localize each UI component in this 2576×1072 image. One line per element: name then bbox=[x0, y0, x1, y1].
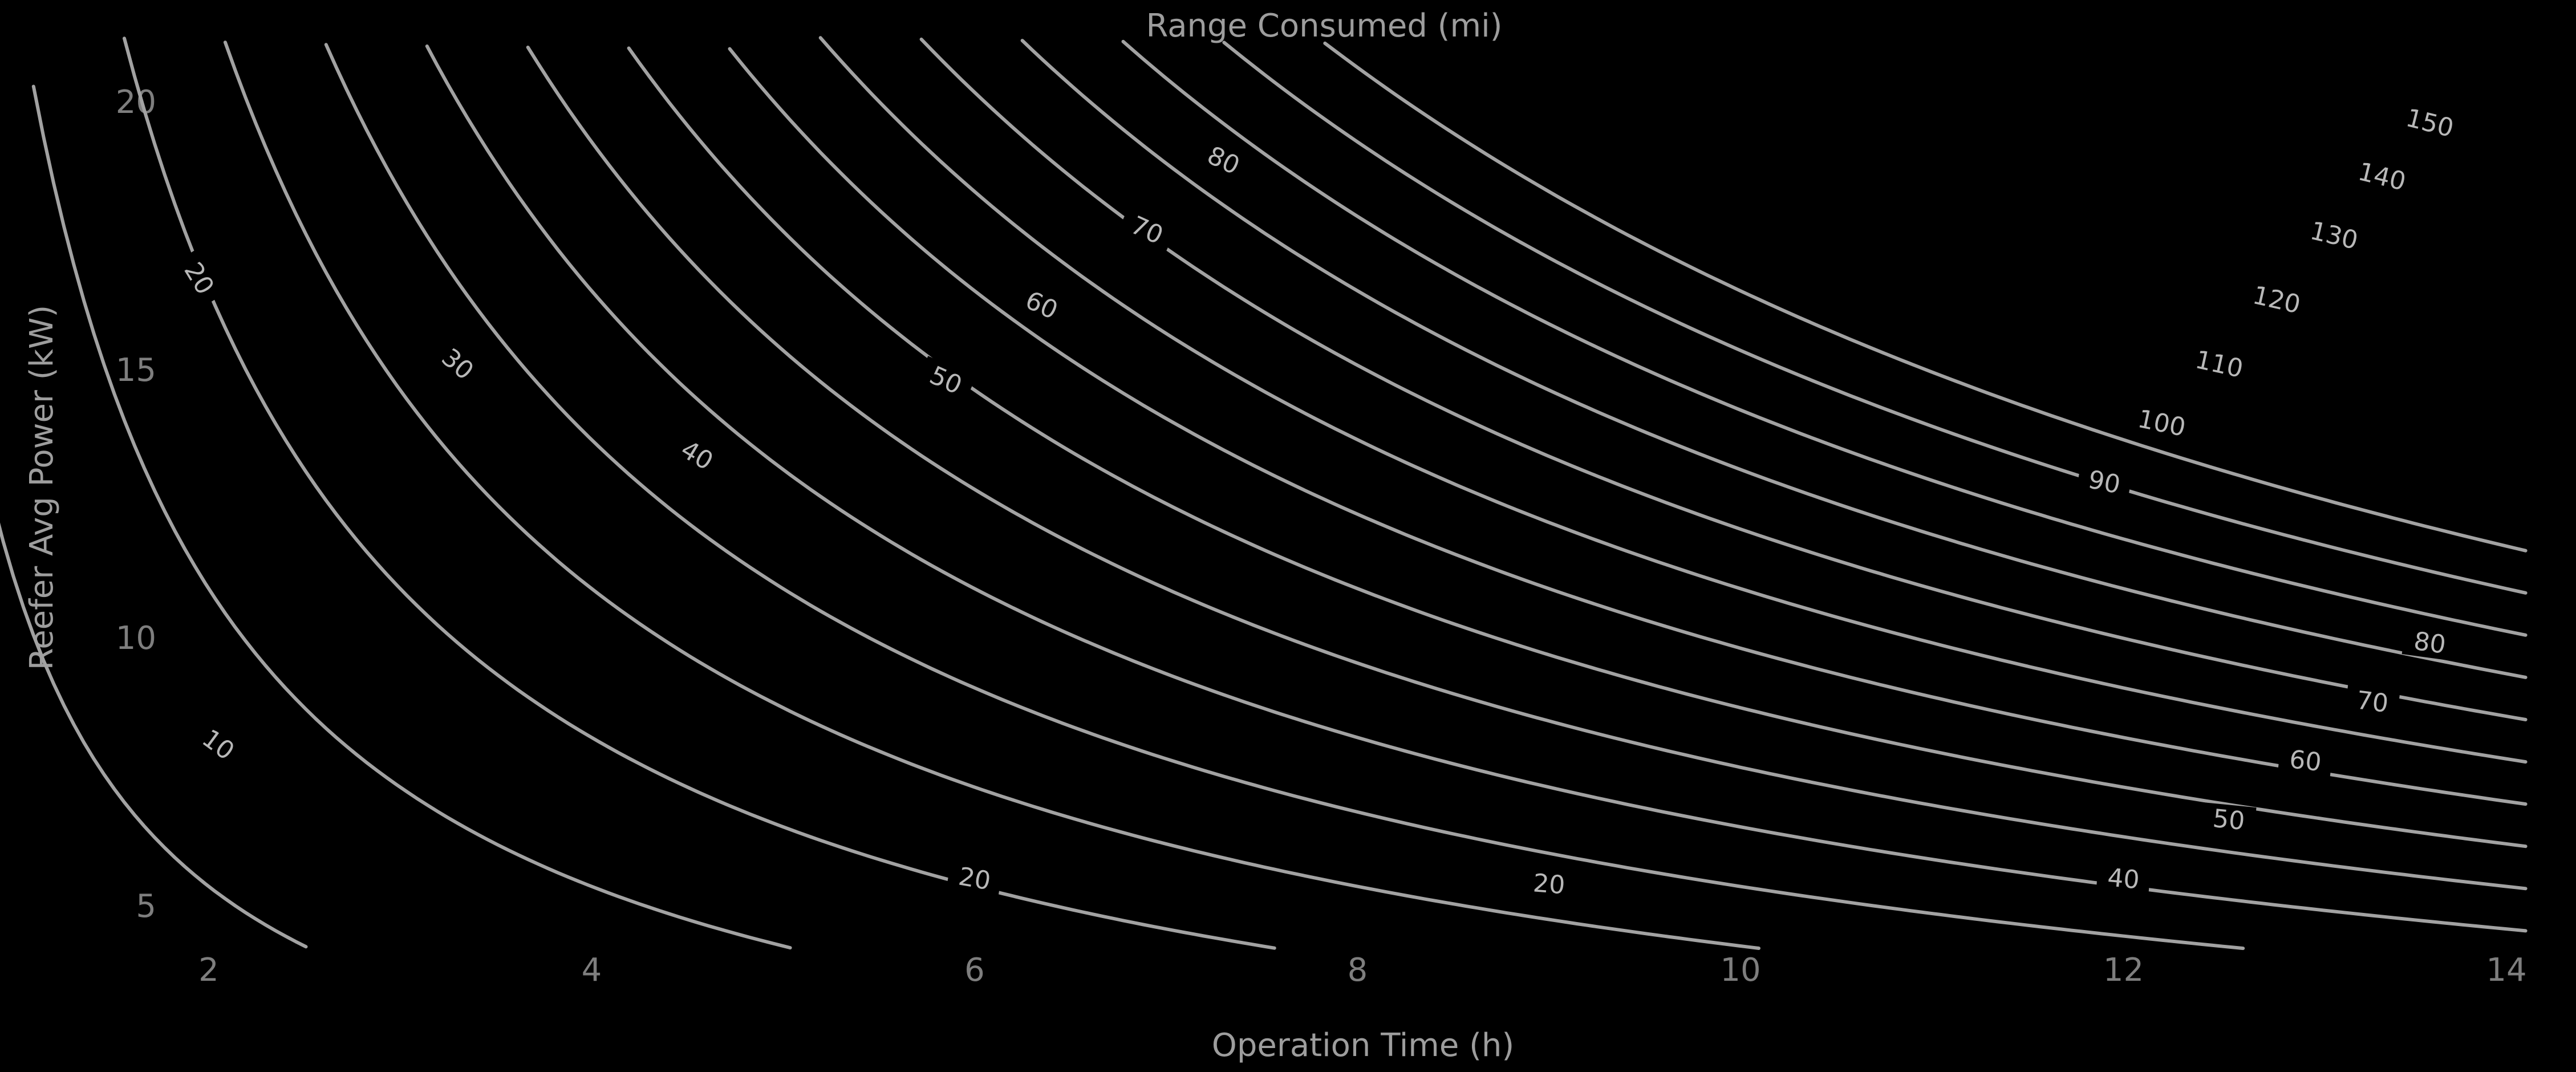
svg-text:60: 60 bbox=[2288, 745, 2323, 777]
contour-line bbox=[425, 44, 2528, 933]
contour-line bbox=[1121, 39, 2528, 637]
contour-line bbox=[324, 43, 2245, 951]
contour-line bbox=[223, 40, 1760, 950]
x-tick-label: 6 bbox=[964, 952, 985, 989]
svg-text:110: 110 bbox=[2193, 345, 2246, 384]
svg-text:50: 50 bbox=[2212, 804, 2246, 836]
contour-line bbox=[123, 36, 1276, 950]
contour-label: 50 bbox=[915, 356, 976, 405]
contour-label: 150 bbox=[2393, 100, 2467, 146]
contour-label: 60 bbox=[1011, 281, 1072, 330]
chart-title: Range Consumed (mi) bbox=[1146, 7, 1503, 44]
contour-label: 10 bbox=[188, 717, 249, 773]
contour-lines bbox=[0, 36, 2528, 951]
contour-line bbox=[0, 522, 308, 949]
contour-label: 90 bbox=[2075, 462, 2133, 502]
y-tick-label: 5 bbox=[136, 888, 156, 925]
contour-label: 20 bbox=[173, 248, 226, 309]
contour-label: 80 bbox=[2401, 624, 2458, 661]
svg-text:20: 20 bbox=[956, 862, 993, 896]
y-axis-label: Reefer Avg Power (kW) bbox=[23, 305, 60, 670]
contour-line bbox=[1323, 41, 2528, 553]
svg-text:120: 120 bbox=[2250, 281, 2303, 319]
y-tick-labels: 5 10 15 20 bbox=[116, 84, 156, 925]
contour-label: 60 bbox=[2277, 743, 2334, 779]
contour-line bbox=[728, 47, 2528, 806]
contour-label: 40 bbox=[2096, 862, 2151, 896]
svg-text:20: 20 bbox=[1532, 868, 1566, 900]
contour-line bbox=[818, 36, 2528, 764]
x-tick-label: 10 bbox=[1720, 952, 1760, 989]
contour-line bbox=[627, 46, 2528, 848]
contour-label: 100 bbox=[2125, 401, 2198, 445]
x-tick-labels: 2 4 6 8 10 12 14 bbox=[198, 952, 2526, 989]
contour-label: 30 bbox=[428, 335, 488, 393]
svg-text:150: 150 bbox=[2403, 103, 2457, 143]
y-tick-label: 15 bbox=[116, 352, 156, 389]
x-tick-label: 4 bbox=[582, 952, 602, 989]
svg-text:90: 90 bbox=[2086, 465, 2123, 500]
x-tick-label: 8 bbox=[1348, 952, 1368, 989]
contour-line bbox=[919, 37, 2528, 721]
contour-line bbox=[1020, 39, 2528, 679]
contour-labels: 10 20 20 20 30 40 40 50 50 60 60 70 70 80 80 90 10011012… bbox=[173, 100, 2467, 901]
x-axis-label: Operation Time (h) bbox=[1212, 1027, 1515, 1064]
x-tick-label: 14 bbox=[2486, 952, 2526, 989]
svg-text:130: 130 bbox=[2307, 216, 2360, 255]
svg-text:70: 70 bbox=[2355, 686, 2390, 718]
svg-text:100: 100 bbox=[2135, 404, 2188, 442]
contour-line bbox=[31, 84, 792, 950]
svg-text:40: 40 bbox=[2106, 863, 2140, 895]
contour-label: 110 bbox=[2182, 342, 2256, 386]
svg-text:80: 80 bbox=[2412, 627, 2447, 660]
contour-label: 120 bbox=[2240, 278, 2314, 322]
x-tick-label: 2 bbox=[198, 952, 219, 989]
svg-text:140: 140 bbox=[2355, 157, 2409, 196]
contour-label: 70 bbox=[1117, 205, 1177, 255]
y-tick-label: 20 bbox=[116, 84, 156, 121]
contour-label: 140 bbox=[2345, 154, 2419, 200]
x-tick-label: 12 bbox=[2103, 952, 2144, 989]
contour-label: 40 bbox=[667, 429, 728, 482]
y-tick-label: 10 bbox=[116, 620, 156, 657]
contour-label: 80 bbox=[1193, 136, 1254, 185]
contour-label: 20 bbox=[946, 859, 1003, 898]
contour-label: 70 bbox=[2344, 684, 2400, 720]
contour-label: 50 bbox=[2201, 802, 2257, 837]
contour-label: 20 bbox=[1522, 867, 1577, 901]
contour-line bbox=[1222, 40, 2528, 595]
contour-label: 130 bbox=[2297, 213, 2371, 258]
contour-line bbox=[526, 46, 2528, 891]
